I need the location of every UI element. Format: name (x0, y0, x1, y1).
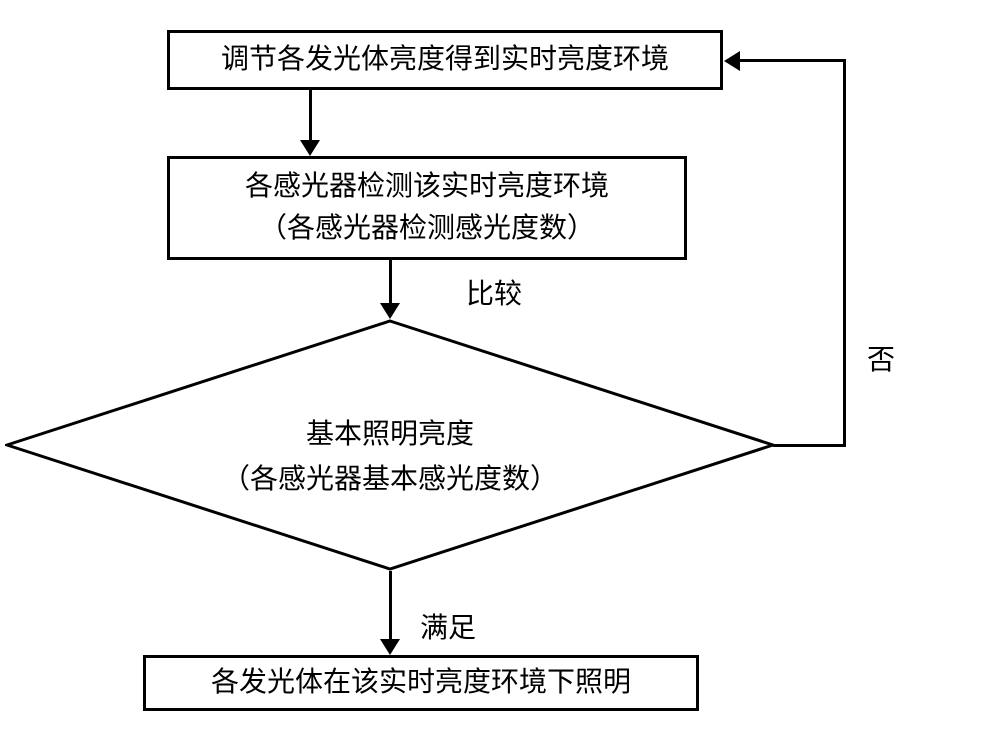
feedback-line-left (740, 59, 846, 62)
flowchart-container: 调节各发光体亮度得到实时亮度环境 各感光器检测该实时亮度环境 （各感光器检测感光… (0, 0, 1000, 732)
diamond-line2: （各感光器基本感光度数） (210, 458, 570, 503)
diamond-text-container: 基本照明亮度 （各感光器基本感光度数） (210, 413, 570, 503)
box2-content: 各感光器检测该实时亮度环境 （各感光器检测感光度数） (245, 166, 609, 250)
feedback-line-up (843, 60, 846, 447)
feedback-line-right (773, 444, 845, 447)
label-compare: 比较 (466, 272, 522, 312)
label-no: 否 (867, 338, 895, 378)
box2-line1: 各感光器检测该实时亮度环境 (245, 166, 609, 208)
arrow-2-head (380, 303, 400, 319)
process-box-detect-sensors: 各感光器检测该实时亮度环境 （各感光器检测感光度数） (167, 156, 687, 260)
box3-text: 各发光体在该实时亮度环境下照明 (211, 662, 631, 704)
arrow-3-head (380, 639, 400, 655)
feedback-arrowhead (724, 51, 740, 71)
diamond-line1: 基本照明亮度 (210, 413, 570, 458)
process-box-illuminate: 各发光体在该实时亮度环境下照明 (143, 655, 699, 711)
label-satisfy: 满足 (420, 606, 476, 646)
process-box-adjust-brightness: 调节各发光体亮度得到实时亮度环境 (167, 30, 723, 90)
arrow-2-line (389, 260, 392, 305)
label-compare-text: 比较 (466, 279, 522, 310)
arrow-1-line (309, 90, 312, 142)
arrow-3-line (389, 571, 392, 641)
label-no-text: 否 (867, 345, 895, 376)
label-satisfy-text: 满足 (420, 613, 476, 644)
box2-line2: （各感光器检测感光度数） (245, 208, 609, 250)
box1-text: 调节各发光体亮度得到实时亮度环境 (221, 39, 669, 81)
arrow-1-head (300, 140, 320, 156)
